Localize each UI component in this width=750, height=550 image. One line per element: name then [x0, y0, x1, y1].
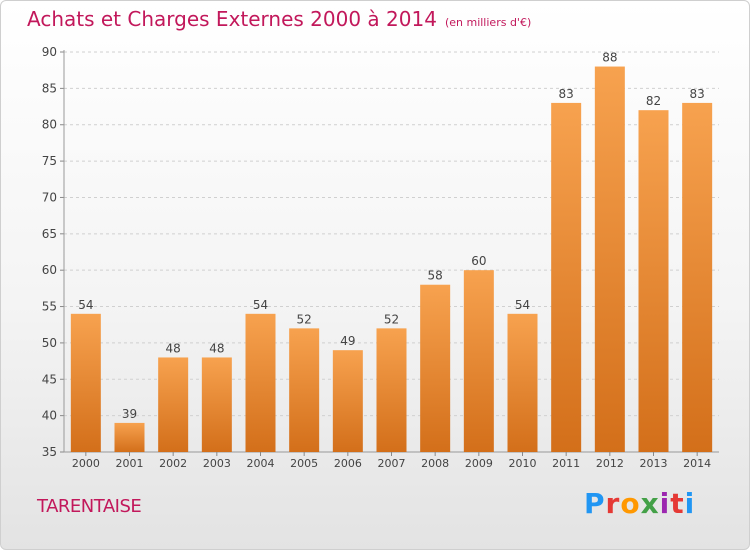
logo-letter: t: [670, 487, 685, 520]
bar: [70, 313, 101, 452]
bar-value-label: 83: [690, 87, 705, 101]
bar: [682, 102, 713, 452]
bar-value-label: 54: [78, 298, 93, 312]
chart-title-text: Achats et Charges Externes 2000 à 2014: [27, 7, 437, 31]
x-tick-label: 2002: [159, 457, 187, 470]
y-tick-label: 45: [42, 372, 57, 386]
bar: [114, 422, 145, 452]
x-tick-label: 2011: [552, 457, 580, 470]
x-tick-label: 2010: [509, 457, 537, 470]
logo-letter: r: [605, 487, 621, 520]
y-tick-label: 70: [42, 190, 57, 204]
y-tick-label: 40: [42, 409, 57, 423]
bar-value-label: 39: [122, 407, 137, 421]
x-tick-label: 2006: [334, 457, 362, 470]
y-tick-label: 65: [42, 227, 57, 241]
bar: [245, 313, 276, 452]
proxiti-logo: Proxiti: [584, 487, 695, 520]
x-tick-label: 2009: [465, 457, 493, 470]
x-tick-label: 2013: [640, 457, 668, 470]
x-tick-label: 2003: [203, 457, 231, 470]
y-tick-label: 90: [42, 45, 57, 59]
x-tick-label: 2005: [290, 457, 318, 470]
y-tick-label: 75: [42, 154, 57, 168]
y-tick-label: 60: [42, 263, 57, 277]
bar: [463, 270, 494, 452]
bar-value-label: 60: [471, 254, 486, 268]
bar-value-label: 52: [384, 312, 399, 326]
x-tick-label: 2008: [421, 457, 449, 470]
x-tick-label: 2014: [683, 457, 711, 470]
y-tick-label: 50: [42, 336, 57, 350]
commune-label: TARENTAISE: [37, 496, 142, 517]
bar-value-label: 82: [646, 94, 661, 108]
chart-title: Achats et Charges Externes 2000 à 2014 (e…: [27, 7, 531, 31]
x-tick-label: 2000: [72, 457, 100, 470]
bar-value-label: 49: [340, 334, 355, 348]
x-tick-label: 2001: [116, 457, 144, 470]
bar-value-label: 48: [166, 341, 181, 355]
bar-value-label: 52: [297, 312, 312, 326]
bar-value-label: 54: [253, 298, 268, 312]
bar-chart: 35 40 45 50 55 60 65 70 75 80 85 90 54 2000 39 2001 48 20…: [42, 45, 719, 470]
bar-value-label: 54: [515, 298, 530, 312]
bar: [507, 313, 538, 452]
bar-value-label: 88: [602, 51, 617, 65]
y-tick-label: 85: [42, 81, 57, 95]
logo-letter: i: [659, 487, 671, 520]
y-tick-label: 55: [42, 300, 57, 314]
bar: [158, 357, 189, 452]
x-tick-label: 2012: [596, 457, 624, 470]
x-tick-label: 2004: [247, 457, 275, 470]
logo-letter: i: [684, 487, 696, 520]
bar: [638, 110, 669, 452]
y-tick-label: 80: [42, 118, 57, 132]
bar: [420, 284, 451, 452]
bar: [376, 328, 407, 452]
logo-letter: x: [640, 487, 660, 520]
chart-subtitle: (en milliers d'€): [444, 16, 532, 29]
x-tick-label: 2007: [378, 457, 406, 470]
bar: [594, 66, 625, 452]
bar-value-label: 48: [209, 341, 224, 355]
bar: [551, 102, 582, 452]
bar-value-label: 58: [428, 269, 443, 283]
bar: [289, 328, 320, 452]
bar: [332, 350, 363, 452]
bar-value-label: 83: [559, 87, 574, 101]
y-tick-label: 35: [42, 445, 57, 459]
bar: [201, 357, 232, 452]
logo-letter: o: [620, 487, 641, 520]
logo-letter: P: [584, 487, 606, 520]
